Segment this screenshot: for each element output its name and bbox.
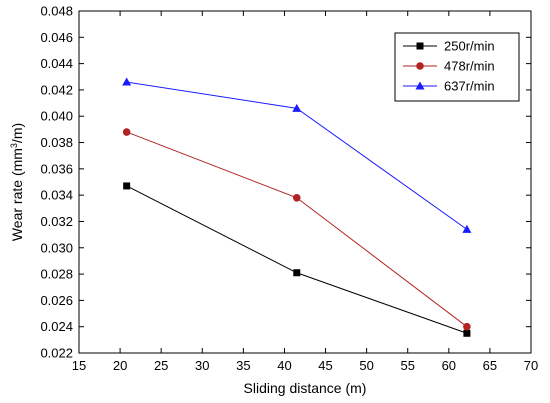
y-tick-label: 0.036	[40, 161, 73, 176]
series-2	[122, 77, 472, 233]
legend-item: 250r/min	[403, 39, 495, 54]
y-axis-title-sup: 3	[9, 143, 19, 148]
legend-label: 478r/min	[444, 59, 495, 74]
y-tick-label: 0.022	[40, 346, 73, 361]
series-line	[126, 131, 468, 328]
series-layer	[122, 77, 472, 337]
series-0	[123, 182, 471, 337]
legend-label: 250r/min	[444, 39, 495, 54]
legend-marker	[415, 81, 425, 90]
legend-box	[394, 32, 520, 102]
y-tick-label: 0.046	[40, 30, 73, 45]
legend-label: 637r/min	[444, 79, 495, 94]
y-tick-label: 0.040	[40, 109, 73, 124]
x-tick-label: 45	[318, 358, 332, 373]
x-tick-label: 55	[400, 358, 414, 373]
x-tick-label: 35	[236, 358, 250, 373]
legend-item: 478r/min	[403, 59, 495, 74]
y-tick-label: 0.030	[40, 240, 73, 255]
y-tick-label: 0.044	[40, 56, 73, 71]
data-point	[293, 269, 301, 277]
x-tick-label: 50	[359, 358, 373, 373]
x-tick-label: 60	[442, 358, 456, 373]
plot-frame	[78, 10, 532, 354]
y-tick-label: 0.024	[40, 319, 73, 334]
series-line	[126, 185, 468, 334]
x-tick-label: 25	[154, 358, 168, 373]
ticks-layer: 15 20 25 30 35 40 45 50 55 60 65 70 0.022 0.024 0.026 0…	[40, 4, 538, 374]
x-axis-title: Sliding distance (m)	[244, 380, 367, 396]
x-tick-label: 30	[195, 358, 209, 373]
data-point	[122, 77, 132, 86]
legend: 250r/min 478r/min 637r/min	[394, 32, 520, 102]
x-tick-label: 40	[277, 358, 291, 373]
x-tick-label: 20	[113, 358, 127, 373]
y-axis-title: Wear rate (mm3/m)	[9, 123, 25, 241]
y-tick-label: 0.038	[40, 135, 73, 150]
y-tick-label: 0.032	[40, 214, 73, 229]
x-tick-label: 65	[483, 358, 497, 373]
legend-item: 637r/min	[403, 79, 495, 94]
y-axis-title-main: Wear rate (mm	[9, 148, 25, 241]
x-tick-label: 70	[524, 358, 538, 373]
series-1	[122, 128, 471, 331]
y-axis-title-tail: /m)	[9, 123, 25, 143]
data-point	[462, 224, 472, 233]
y-tick-label: 0.026	[40, 293, 73, 308]
data-point	[463, 322, 471, 331]
y-tick-label: 0.028	[40, 267, 73, 282]
y-tick-label: 0.048	[40, 4, 73, 19]
data-point	[122, 128, 131, 136]
data-point	[292, 103, 302, 112]
data-point	[463, 329, 471, 337]
data-point	[123, 182, 131, 190]
y-tick-label: 0.042	[40, 82, 73, 97]
x-tick-label: 15	[72, 358, 86, 373]
data-point	[292, 193, 301, 202]
legend-marker	[416, 62, 424, 70]
y-tick-label: 0.034	[40, 188, 73, 203]
legend-marker	[416, 42, 424, 50]
